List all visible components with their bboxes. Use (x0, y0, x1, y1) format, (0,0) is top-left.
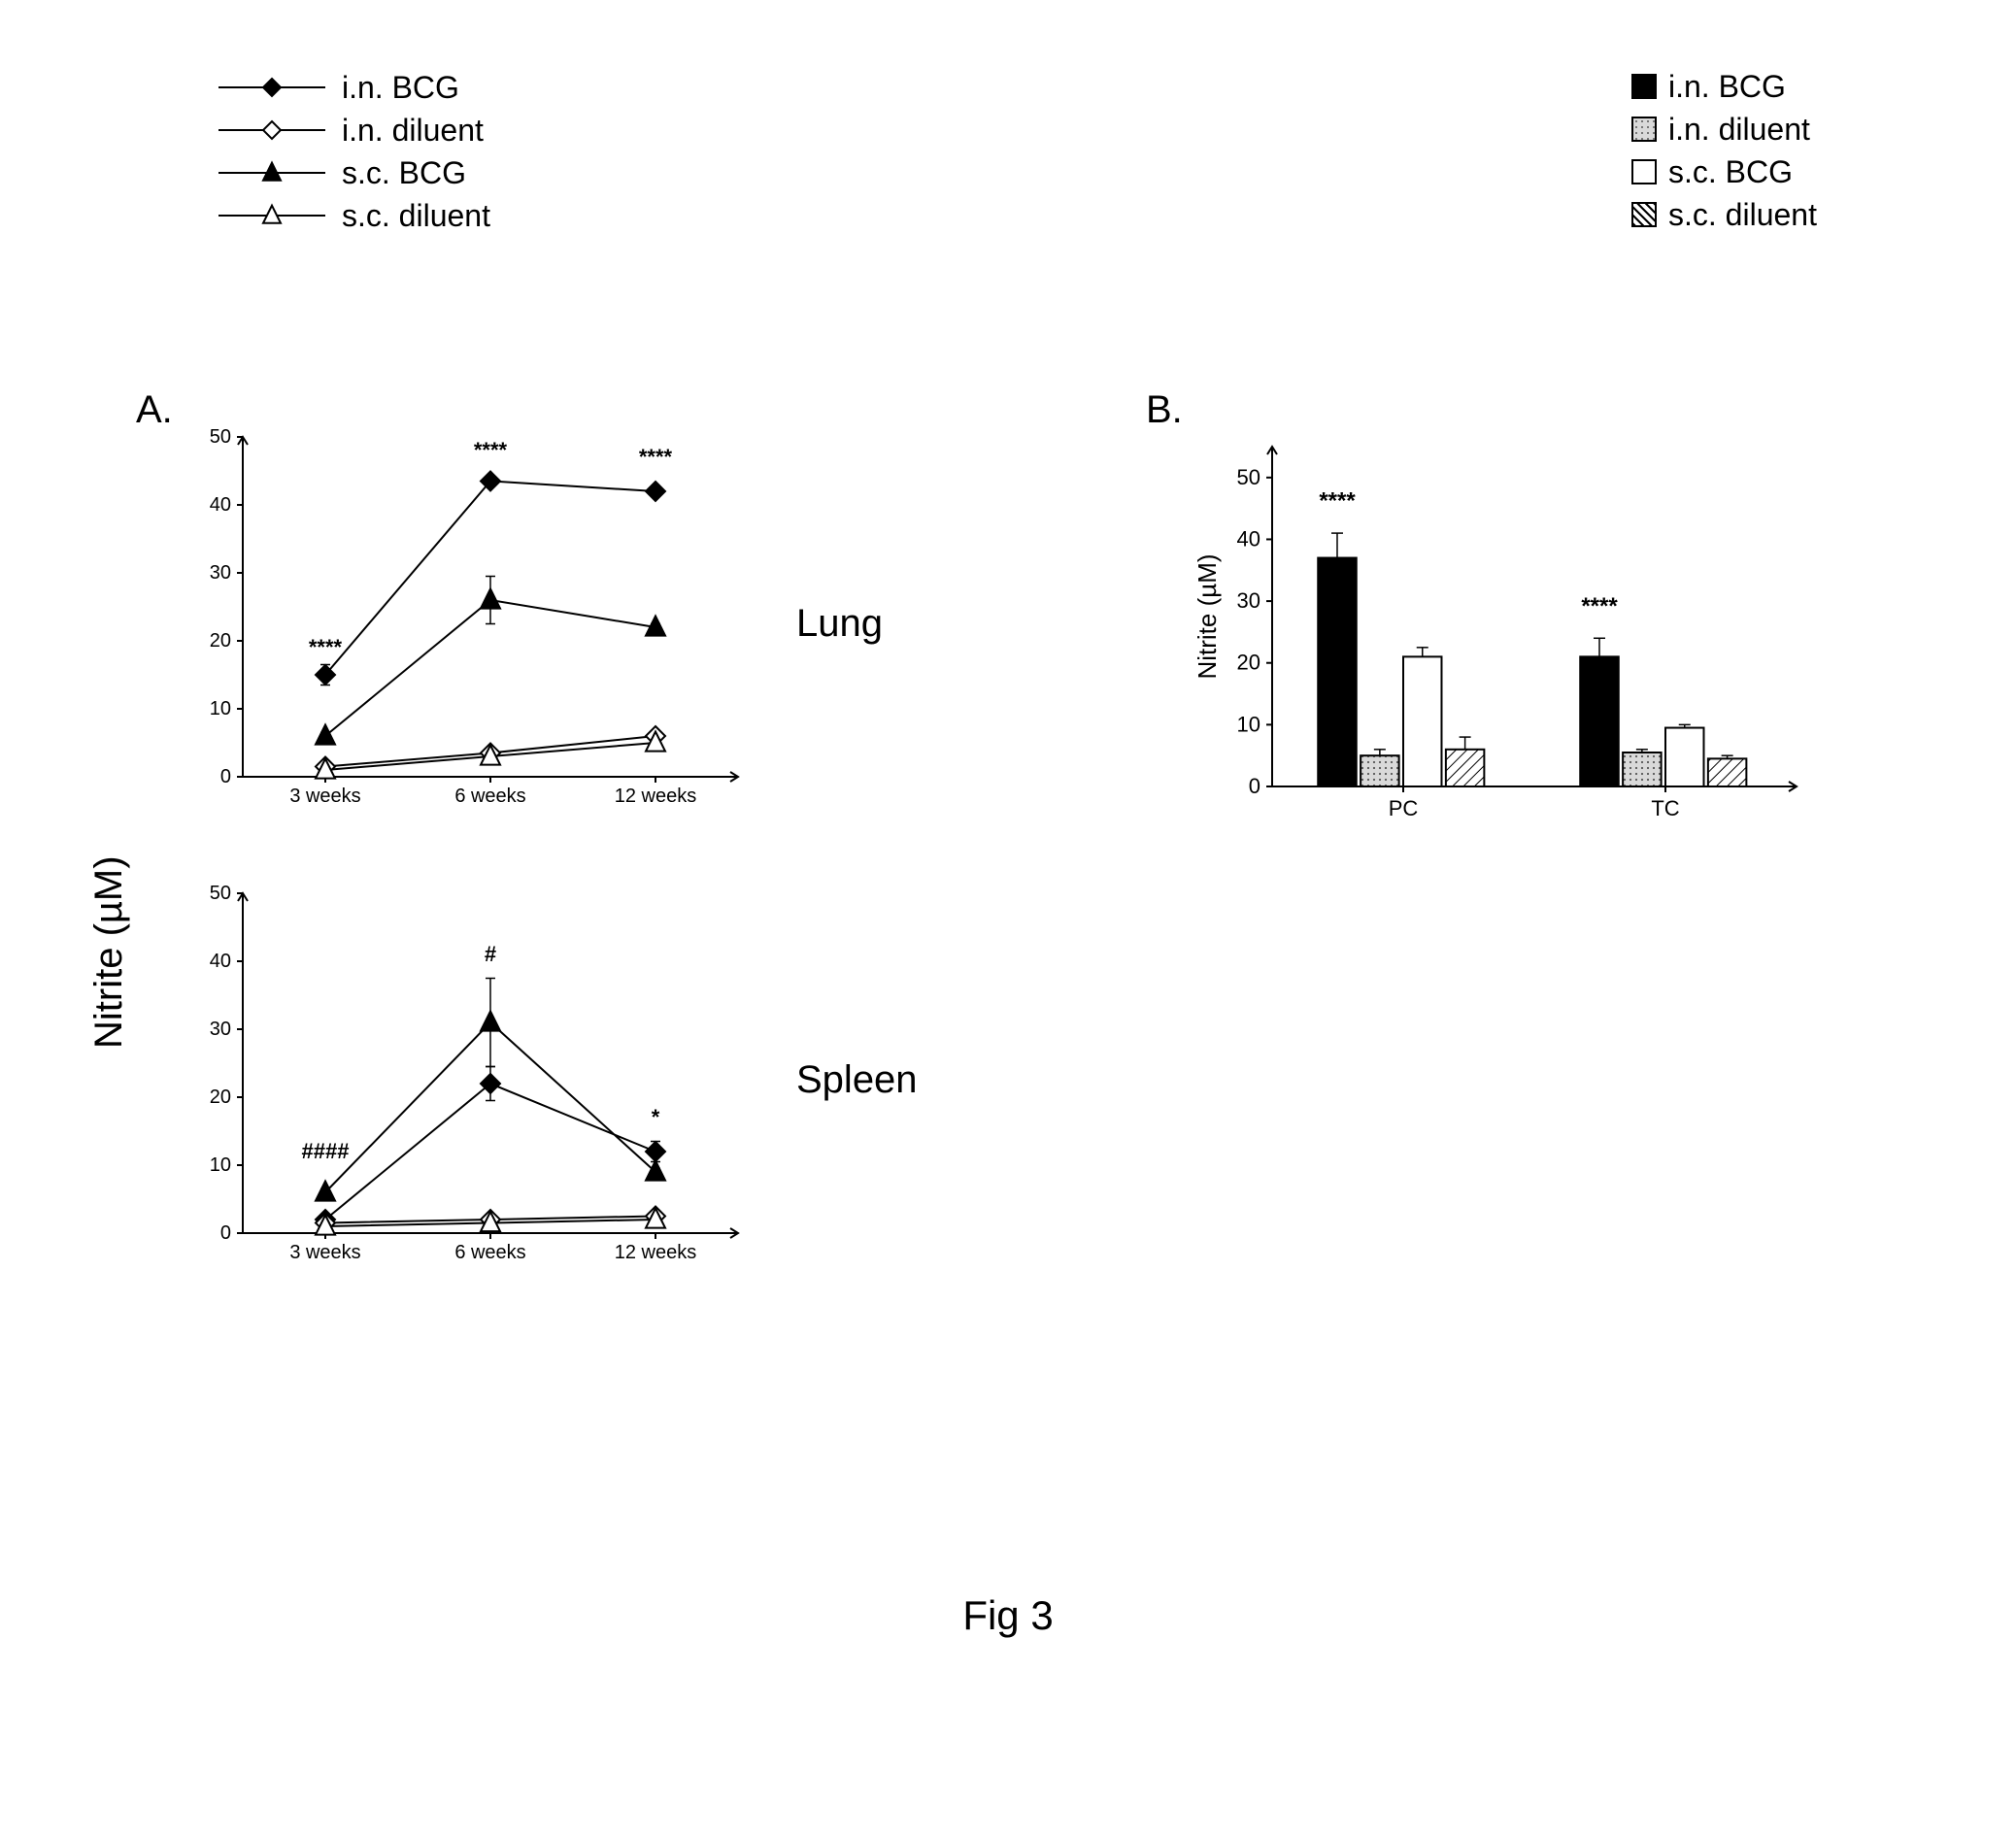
panel-b-label: B. (1146, 388, 1183, 432)
legend-b-label: s.c. diluent (1668, 197, 1817, 233)
svg-text:10: 10 (210, 1154, 231, 1176)
svg-text:####: #### (302, 1139, 350, 1163)
legend-b-swatch (1631, 202, 1657, 227)
svg-text:TC: TC (1651, 796, 1679, 820)
svg-text:6 weeks: 6 weeks (454, 786, 525, 807)
legend-a-item: i.n. BCG (214, 68, 490, 107)
legend-b-item: i.n. BCG (1631, 68, 1817, 105)
figure-page: i.n. BCG i.n. diluent s.c. BCG s.c. diluent… (0, 0, 2016, 1839)
legend-b-item: i.n. diluent (1631, 111, 1817, 148)
legend-panel-a: i.n. BCG i.n. diluent s.c. BCG s.c. diluent (214, 68, 490, 235)
svg-text:*: * (652, 1105, 660, 1129)
legend-a-item: s.c. BCG (214, 153, 490, 192)
svg-text:40: 40 (210, 951, 231, 972)
figure-caption: Fig 3 (0, 1592, 2016, 1639)
svg-text:30: 30 (1237, 588, 1260, 613)
legend-panel-b: i.n. BCG i.n. diluent s.c. BCG s.c. diluent (1631, 68, 1817, 233)
legend-b-label: s.c. BCG (1668, 154, 1793, 190)
svg-text:12 weeks: 12 weeks (615, 1242, 697, 1263)
svg-text:PC: PC (1389, 796, 1419, 820)
legend-b-swatch (1631, 117, 1657, 142)
svg-text:3 weeks: 3 weeks (289, 786, 360, 807)
svg-text:40: 40 (210, 494, 231, 516)
svg-text:10: 10 (1237, 712, 1260, 736)
svg-text:20: 20 (1237, 651, 1260, 675)
lung-label: Lung (796, 602, 883, 646)
svg-text:6 weeks: 6 weeks (454, 1242, 525, 1263)
lung-line-chart: 0 10 20 30 40 50 3 weeks 6 weeks 12 weeks **** ***… (175, 418, 757, 835)
legend-b-swatch (1631, 159, 1657, 184)
legend-a-label: i.n. diluent (342, 113, 484, 149)
svg-text:20: 20 (210, 630, 231, 652)
spleen-label: Spleen (796, 1058, 918, 1102)
svg-text:50: 50 (1237, 465, 1260, 489)
spleen-line-chart: 010203040503 weeks6 weeks12 weeks#####* (175, 874, 757, 1291)
svg-text:50: 50 (210, 426, 231, 448)
legend-b-swatch (1631, 74, 1657, 99)
legend-a-item: s.c. diluent (214, 196, 490, 235)
svg-text:10: 10 (210, 698, 231, 719)
legend-a-label: i.n. BCG (342, 70, 459, 106)
legend-b-item: s.c. BCG (1631, 153, 1817, 190)
svg-text:0: 0 (220, 1222, 231, 1244)
svg-text:#: # (485, 942, 496, 966)
svg-text:30: 30 (210, 562, 231, 584)
svg-text:****: **** (1319, 488, 1356, 515)
legend-a-label: s.c. BCG (342, 155, 466, 191)
svg-text:20: 20 (210, 1087, 231, 1108)
panel-a-label: A. (136, 388, 173, 432)
svg-text:30: 30 (210, 1019, 231, 1040)
svg-text:****: **** (1581, 593, 1618, 619)
svg-text:12 weeks: 12 weeks (615, 786, 697, 807)
svg-text:3 weeks: 3 weeks (289, 1242, 360, 1263)
svg-text:40: 40 (1237, 526, 1260, 551)
legend-b-item: s.c. diluent (1631, 196, 1817, 233)
svg-text:50: 50 (210, 883, 231, 904)
svg-text:0: 0 (220, 766, 231, 787)
svg-text:Nitrite (µM): Nitrite (µM) (1193, 553, 1222, 679)
legend-a-label: s.c. diluent (342, 198, 490, 234)
bar-chart: 0 10 20 30 40 50 Nitrite (µM) PC TC **** **** (1185, 427, 1816, 845)
svg-text:****: **** (309, 635, 343, 659)
svg-text:****: **** (474, 438, 508, 462)
legend-a-item: i.n. diluent (214, 111, 490, 150)
legend-b-label: i.n. BCG (1668, 69, 1786, 105)
svg-text:****: **** (639, 445, 673, 469)
panel-a-ylabel: Nitrite (µM) (87, 855, 131, 1049)
svg-text:0: 0 (1249, 774, 1260, 798)
legend-b-label: i.n. diluent (1668, 112, 1810, 148)
